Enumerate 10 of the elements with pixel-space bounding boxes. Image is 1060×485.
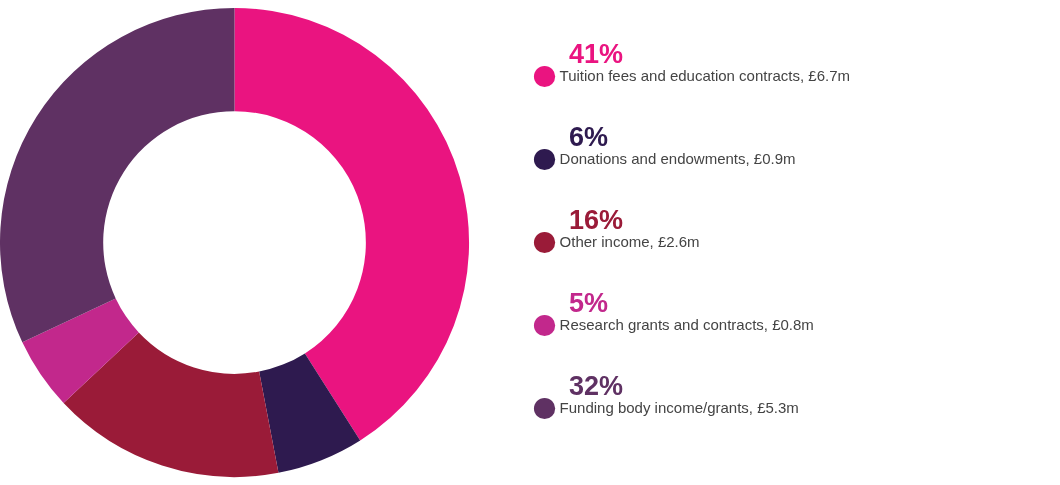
legend-label: Donations and endowments, £0.9m — [559, 149, 796, 167]
legend-label: Other income, £2.6m — [559, 232, 700, 250]
data-label: 6% — [569, 122, 609, 152]
data-label: 41% — [569, 39, 624, 69]
data-label: 32% — [569, 371, 624, 401]
legend-label: Tuition fees and education contracts, £6.7m — [559, 66, 850, 84]
legend-label: Research grants and contracts, £0.8m — [559, 315, 814, 333]
legend-label: Funding body income/grants, £5.3m — [559, 398, 799, 416]
data-label: 5% — [569, 288, 609, 318]
data-label: 16% — [569, 205, 624, 235]
